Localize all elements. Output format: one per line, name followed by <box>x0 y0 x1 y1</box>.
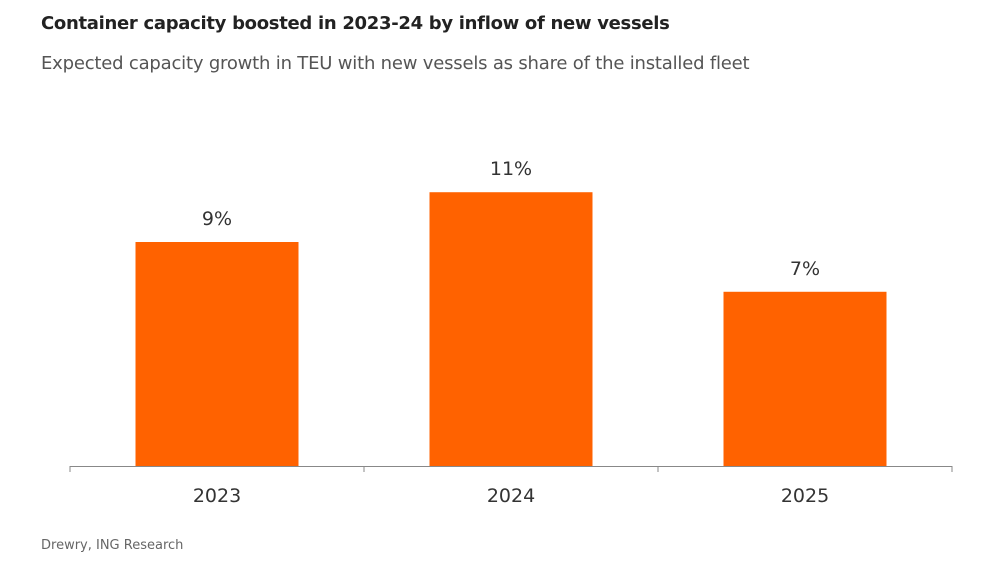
bar-2023 <box>135 242 299 466</box>
category-label-2024: 2024 <box>487 485 535 507</box>
value-label-2023: 9% <box>202 208 232 230</box>
value-label-2024: 11% <box>490 158 532 180</box>
category-label-2025: 2025 <box>781 485 829 507</box>
chart-subtitle: Expected capacity growth in TEU with new… <box>41 53 750 74</box>
bar-2025 <box>723 291 887 466</box>
value-label-2025: 7% <box>790 258 820 280</box>
category-label-2023: 2023 <box>193 485 241 507</box>
bar-2024 <box>429 192 593 466</box>
chart-title: Container capacity boosted in 2023-24 by… <box>41 13 670 34</box>
source-note: Drewry, ING Research <box>41 538 184 553</box>
